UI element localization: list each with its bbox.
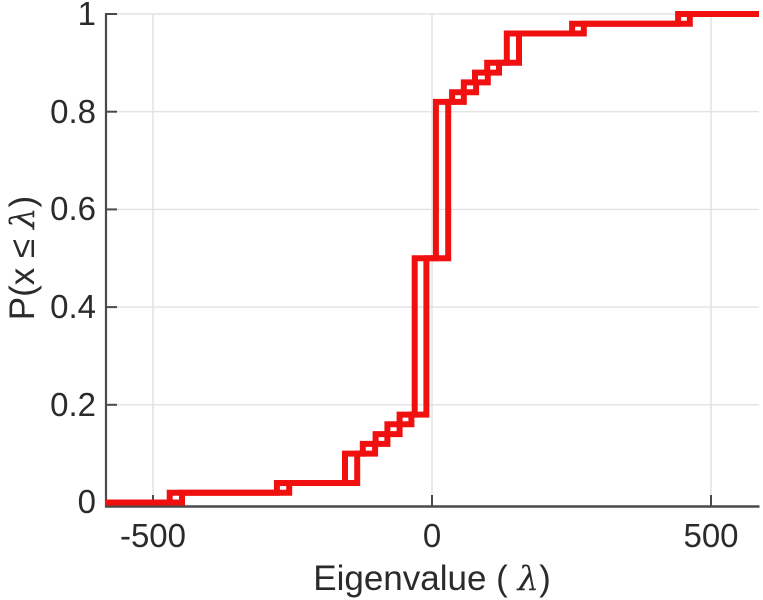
y-tick-02: 0.2: [50, 386, 96, 423]
x-tick-500: 500: [683, 517, 738, 554]
ecdf-curve-2: [105, 11, 759, 506]
y-tick-labels: 0 0.2 0.4 0.6 0.8 1: [50, 0, 96, 520]
y-axis-label: P(x ≤ λ): [3, 196, 43, 320]
y-tick-1: 1: [78, 0, 96, 32]
x-tick-0: 0: [423, 517, 441, 554]
y-tick-04: 0.4: [50, 288, 96, 325]
ecdf-curves: [105, 11, 759, 506]
y-tick-06: 0.6: [50, 190, 96, 227]
x-tick-neg500: -500: [120, 517, 186, 554]
x-tick-labels: -500 0 500: [120, 517, 739, 554]
y-tick-0: 0: [78, 483, 96, 520]
y-tick-08: 0.8: [50, 93, 96, 130]
x-axis-label: Eigenvalue ( λ): [313, 559, 551, 599]
gridlines: [106, 13, 759, 505]
x-tick-marks: [152, 495, 712, 506]
y-tick-marks: [106, 13, 117, 504]
